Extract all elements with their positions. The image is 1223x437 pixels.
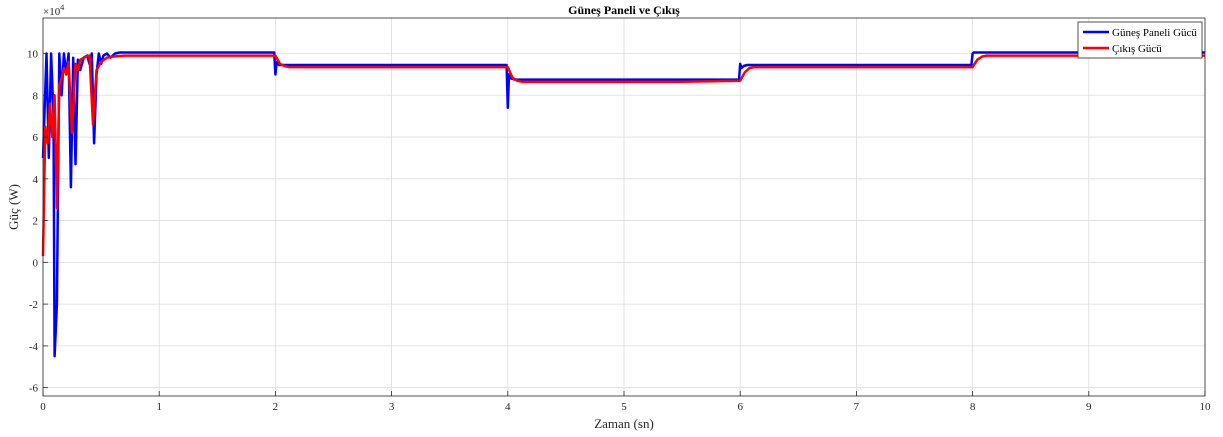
y-tick-label: 10 — [27, 49, 39, 61]
y-exponent-label: ×104 — [43, 3, 64, 18]
x-tick-label: 0 — [40, 401, 46, 413]
y-tick-label: 8 — [33, 90, 39, 102]
x-axis-label: Zaman (sn) — [594, 416, 654, 431]
legend-box — [1077, 21, 1203, 59]
x-tick-label: 1 — [156, 401, 162, 413]
series-line-solar-panel-power — [41, 51, 1205, 358]
series-line-output-power — [41, 54, 1205, 257]
series-layer — [41, 51, 1205, 358]
y-tick-label: 2 — [33, 216, 39, 228]
legend-label-solar: Güneş Paneli Gücü — [1112, 27, 1197, 39]
x-tick-label: 9 — [1086, 401, 1092, 413]
y-tick-label: 6 — [33, 132, 39, 144]
tick-layer: 0 1 2 3 4 5 6 7 8 9 10 -6 -4 -2 0 2 4 6 8 10 — [27, 49, 1211, 413]
y-tick-label: -4 — [29, 341, 39, 353]
x-tick-label: 10 — [1200, 401, 1212, 413]
legend: Güneş Paneli Gücü Çıkış Gücü — [1077, 21, 1203, 59]
legend-label-output: Çıkış Gücü — [1112, 43, 1162, 55]
y-exponent-base: ×10 — [43, 6, 61, 18]
y-tick-label: 4 — [33, 174, 39, 186]
x-tick-label: 4 — [505, 401, 511, 413]
y-tick-label: -6 — [29, 383, 39, 395]
y-tick-label: 0 — [33, 257, 39, 269]
x-tick-label: 8 — [970, 401, 976, 413]
y-exponent-power: 4 — [60, 3, 64, 12]
y-tick-label: -2 — [29, 299, 38, 311]
x-tick-label: 3 — [389, 401, 395, 413]
x-tick-label: 5 — [621, 401, 627, 413]
x-tick-label: 6 — [737, 401, 743, 413]
x-tick-label: 7 — [854, 401, 860, 413]
x-tick-label: 2 — [273, 401, 279, 413]
chart-title: Güneş Paneli ve Çıkış — [568, 3, 680, 17]
y-axis-label: Güç (W) — [6, 184, 21, 230]
